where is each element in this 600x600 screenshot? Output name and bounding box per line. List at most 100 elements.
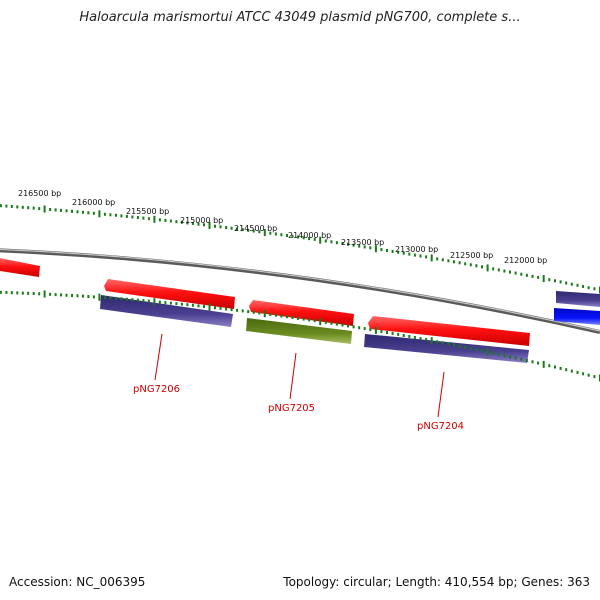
inner-minor-tick — [247, 310, 250, 314]
inner-minor-tick — [302, 317, 305, 321]
outer-minor-tick — [503, 269, 506, 273]
inner-major-tick — [430, 337, 433, 345]
cds-reverse-right[interactable] — [556, 291, 600, 307]
leader-line-pNG7204 — [437, 371, 445, 418]
inner-minor-tick — [335, 322, 338, 326]
gene-label-pNG7204[interactable]: pNG7204 — [417, 421, 464, 432]
inner-minor-tick — [32, 292, 35, 295]
inner-minor-tick — [164, 301, 167, 305]
outer-minor-tick — [65, 209, 68, 213]
misc-feature-pNG7205[interactable] — [246, 318, 352, 344]
cds-reverse-pNG7204[interactable] — [364, 334, 529, 363]
inner-minor-tick — [5, 291, 8, 294]
outer-minor-tick — [203, 223, 205, 227]
inner-minor-tick — [203, 305, 205, 308]
outer-major-tick — [374, 245, 377, 253]
tick-label: 212000 bp — [504, 256, 547, 265]
map-title: Haloarcula marismortui ATCC 43049 plasmi… — [79, 10, 521, 25]
inner-minor-tick — [576, 370, 579, 374]
outer-minor-tick — [10, 205, 13, 208]
inner-minor-tick — [425, 338, 428, 342]
inner-minor-tick — [125, 297, 128, 301]
inner-minor-tick — [49, 292, 52, 296]
cds-reverse-pNG7206[interactable] — [100, 295, 233, 327]
tick-label: 216000 bp — [72, 198, 115, 207]
outer-minor-tick — [49, 208, 52, 211]
inner-minor-tick — [402, 334, 405, 337]
inner-minor-tick — [27, 291, 30, 295]
inner-minor-tick — [191, 303, 194, 307]
outer-tick-ring — [0, 204, 600, 294]
outer-minor-tick — [525, 273, 528, 277]
outer-minor-tick — [514, 271, 517, 275]
gene-label-pNG7205[interactable]: pNG7205 — [268, 403, 315, 414]
outer-minor-tick — [497, 268, 500, 272]
cds-forward-pNG7204a[interactable] — [368, 316, 530, 346]
inner-minor-tick — [87, 295, 90, 298]
outer-minor-tick — [308, 237, 311, 241]
outer-minor-tick — [358, 244, 361, 248]
outer-minor-tick — [269, 231, 272, 235]
outer-minor-tick — [225, 226, 228, 229]
outer-major-tick — [98, 210, 101, 218]
inner-major-tick — [374, 327, 377, 334]
outer-minor-tick — [397, 250, 400, 254]
outer-major-tick — [43, 205, 46, 213]
inner-minor-tick — [419, 337, 422, 340]
inner-major-tick — [208, 303, 211, 311]
inner-minor-tick — [109, 296, 112, 300]
outer-minor-tick — [32, 206, 35, 210]
inner-minor-tick — [103, 296, 106, 300]
outer-minor-tick — [402, 251, 405, 255]
inner-minor-tick — [358, 326, 361, 330]
outer-minor-tick — [92, 211, 95, 215]
outer-minor-tick — [324, 239, 327, 243]
inner-minor-tick — [503, 354, 506, 358]
outer-minor-tick — [469, 263, 472, 267]
inner-minor-tick — [186, 303, 189, 307]
outer-minor-tick — [241, 228, 244, 232]
inner-minor-tick — [554, 365, 556, 369]
tick-label: 214500 bp — [234, 224, 277, 233]
tick-label: 213000 bp — [395, 245, 438, 254]
gene-label-pNG7206[interactable]: pNG7206 — [133, 384, 180, 395]
inner-minor-tick — [565, 368, 568, 372]
inner-minor-tick — [252, 310, 255, 314]
outer-minor-tick — [352, 243, 355, 247]
inner-minor-tick — [71, 294, 73, 297]
outer-minor-tick — [258, 230, 261, 234]
outer-minor-tick — [280, 233, 283, 237]
outer-minor-tick — [164, 218, 167, 222]
inner-major-tick — [542, 360, 545, 368]
outer-minor-tick — [230, 226, 233, 230]
tick-label: 212500 bp — [450, 251, 493, 260]
inner-minor-tick — [60, 293, 62, 297]
outer-minor-tick — [380, 248, 383, 252]
cds-forward-1[interactable] — [0, 258, 40, 277]
outer-minor-tick — [481, 265, 483, 269]
outer-minor-tick — [565, 281, 568, 285]
leader-line-pNG7206 — [154, 333, 163, 381]
cds-forward-pNG7205a[interactable] — [249, 300, 354, 326]
inner-minor-tick — [369, 328, 372, 332]
outer-minor-tick — [175, 220, 178, 224]
inner-minor-tick — [408, 335, 411, 338]
inner-minor-tick — [464, 345, 467, 349]
inner-minor-tick — [16, 291, 19, 295]
outer-minor-tick — [125, 214, 128, 218]
outer-minor-tick — [38, 207, 41, 211]
inner-minor-tick — [197, 304, 200, 308]
feature-blue-right[interactable] — [554, 308, 600, 325]
inner-minor-tick — [525, 359, 528, 362]
outer-minor-tick — [582, 285, 585, 288]
outer-minor-tick — [570, 282, 573, 286]
outer-major-tick — [263, 229, 266, 236]
cds-forward-pNG7207[interactable] — [104, 279, 235, 309]
inner-minor-tick — [341, 323, 344, 327]
inner-major-tick — [98, 293, 101, 301]
inner-major-tick — [43, 290, 46, 298]
outer-minor-tick — [347, 242, 349, 246]
inner-minor-tick — [352, 325, 355, 329]
inner-minor-tick — [230, 308, 233, 312]
outer-minor-tick — [71, 209, 73, 213]
